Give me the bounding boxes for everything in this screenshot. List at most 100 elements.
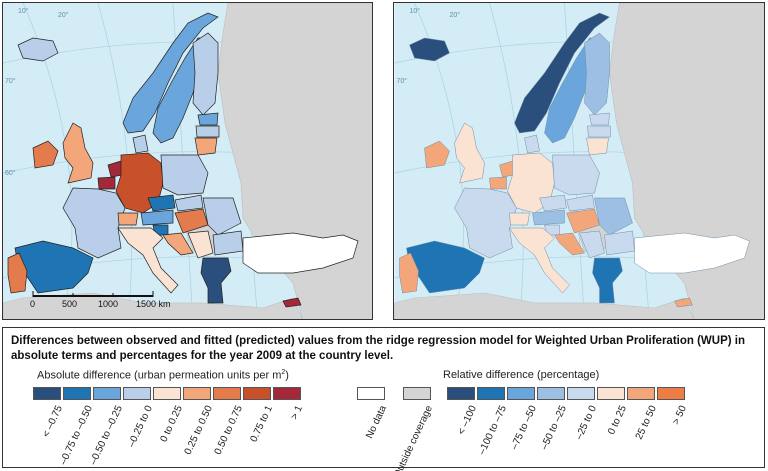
relative-legend-swatch: [447, 387, 475, 400]
country-italy: [509, 227, 570, 294]
country-denmark: [132, 134, 149, 154]
absolute-legend-swatch: [183, 387, 211, 400]
country-finland: [584, 32, 610, 116]
country-estonia: [589, 112, 610, 126]
absolute-legend-swatch: [153, 387, 181, 400]
absolute-legend-swatches: [33, 387, 303, 400]
absolute-legend-label: < –0.75: [40, 404, 65, 440]
absolute-legend-label: –0.25 to 0: [126, 404, 155, 449]
country-uk: [62, 122, 94, 184]
country-lithuania: [586, 137, 609, 156]
country-norway: [514, 12, 611, 134]
country-slovakia: [174, 194, 204, 212]
absolute-legend-label: > 1: [289, 404, 305, 422]
other-legend-swatches: [357, 387, 449, 400]
graticule-label: 20°: [58, 11, 69, 19]
relative-legend-label: –25 to 0: [573, 404, 599, 442]
scale-label: 1500 km: [136, 299, 171, 309]
country-denmark: [524, 134, 540, 154]
outside-coverage-south: [394, 292, 694, 319]
country-uk: [454, 122, 485, 184]
country-portugal: [7, 252, 28, 294]
relative-legend-swatch: [657, 387, 685, 400]
country-france: [62, 187, 126, 259]
country-bulgaria: [212, 230, 244, 256]
country-lithuania: [194, 137, 218, 156]
graticule-label: 10°: [410, 7, 421, 15]
absolute-difference-map: 10° 20° 70° 60°: [2, 2, 373, 320]
other-legend-label: Outside coverage: [391, 404, 435, 471]
country-norway: [122, 12, 219, 134]
absolute-legend-label: 0 to 0.25: [158, 404, 185, 444]
absolute-legend-swatch: [213, 387, 241, 400]
relative-difference-map: 10° 20° 70°: [393, 2, 765, 320]
country-latvia: [195, 125, 220, 138]
country-czech: [539, 194, 567, 212]
country-austria: [140, 209, 174, 226]
relative-legend-swatch: [507, 387, 535, 400]
absolute-legend-swatch: [243, 387, 271, 400]
graticule-label: 10°: [18, 7, 29, 15]
country-iceland: [17, 37, 59, 62]
other-legend-swatch: [403, 387, 431, 400]
absolute-legend-swatch: [93, 387, 121, 400]
relative-legend-label: < –100: [455, 404, 479, 437]
absolute-heading-sup: 2: [281, 369, 286, 376]
absolute-legend-label: 0.75 to 1: [248, 404, 275, 444]
relative-legend-label: –100 to –75: [476, 404, 509, 457]
relative-legend-label: > 50: [670, 404, 689, 427]
relative-legend-label: –50 to –25: [539, 404, 569, 452]
absolute-heading-close: ): [285, 369, 289, 382]
absolute-legend-swatch: [123, 387, 151, 400]
country-switzerland: [117, 212, 139, 226]
country-cyprus: [282, 297, 302, 308]
absolute-legend-label: 0.50 to 0.75: [212, 404, 245, 457]
relative-legend-label: 25 to 50: [633, 404, 659, 442]
country-turkey: [242, 232, 359, 274]
relative-legend-heading: Relative difference (percentage): [443, 369, 600, 381]
relative-legend-swatch: [477, 387, 505, 400]
country-czech: [147, 194, 176, 212]
absolute-legend-swatch: [63, 387, 91, 400]
country-finland: [192, 32, 219, 116]
country-portugal: [399, 252, 419, 294]
absolute-legend-label: 0.25 to 0.50: [182, 404, 215, 457]
absolute-legend-swatch: [273, 387, 301, 400]
country-belgium: [97, 176, 116, 190]
country-switzerland: [509, 212, 530, 226]
scale-label: 0: [30, 299, 35, 309]
country-cyprus: [674, 297, 693, 308]
absolute-legend-heading: Absolute difference (urban permeation un…: [37, 369, 289, 382]
relative-map-svg: 10° 20° 70°: [394, 3, 764, 319]
relative-legend-label: 0 to 25: [606, 404, 629, 437]
country-croatia: [162, 232, 194, 256]
country-belgium: [489, 176, 507, 190]
absolute-legend-label: –0.50 to –0.25: [87, 404, 125, 467]
country-romania: [594, 197, 633, 236]
country-greece: [200, 257, 232, 304]
absolute-legend-swatch: [33, 387, 61, 400]
country-bulgaria: [604, 230, 635, 256]
graticule-label: 70°: [397, 77, 408, 85]
absolute-heading-text: Absolute difference (urban permeation un…: [37, 369, 282, 382]
other-legend-swatch: [357, 387, 385, 400]
country-france: [454, 187, 517, 259]
legend-panel: Differences between observed and fitted …: [2, 327, 765, 471]
relative-legend-swatch: [627, 387, 655, 400]
country-latvia: [587, 125, 611, 138]
country-serbia: [579, 230, 605, 259]
country-serbia: [187, 230, 214, 259]
graticule-label: 20°: [450, 11, 461, 19]
country-austria: [532, 209, 565, 226]
country-greece: [592, 257, 623, 304]
country-ireland: [424, 140, 450, 169]
relative-legend-label: –75 to –50: [509, 404, 539, 452]
country-croatia: [554, 232, 585, 256]
relative-legend-swatches: [447, 387, 687, 400]
other-legend-label: No data: [364, 404, 389, 441]
country-italy: [117, 227, 179, 294]
legend-title: Differences between observed and fitted …: [11, 335, 745, 362]
graticule-label: 70°: [5, 77, 16, 85]
relative-legend-swatch: [597, 387, 625, 400]
country-ireland: [32, 140, 59, 169]
